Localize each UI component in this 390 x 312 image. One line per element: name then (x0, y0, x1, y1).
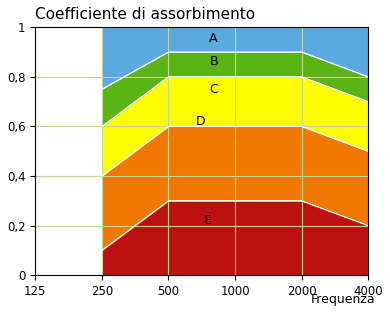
Text: A: A (209, 32, 218, 45)
Text: Coefficiente di assorbimento: Coefficiente di assorbimento (35, 7, 255, 22)
Text: C: C (209, 83, 218, 96)
Text: E: E (204, 214, 211, 227)
Text: D: D (196, 115, 206, 128)
Text: B: B (209, 56, 218, 69)
X-axis label: Frequenza: Frequenza (310, 293, 375, 305)
